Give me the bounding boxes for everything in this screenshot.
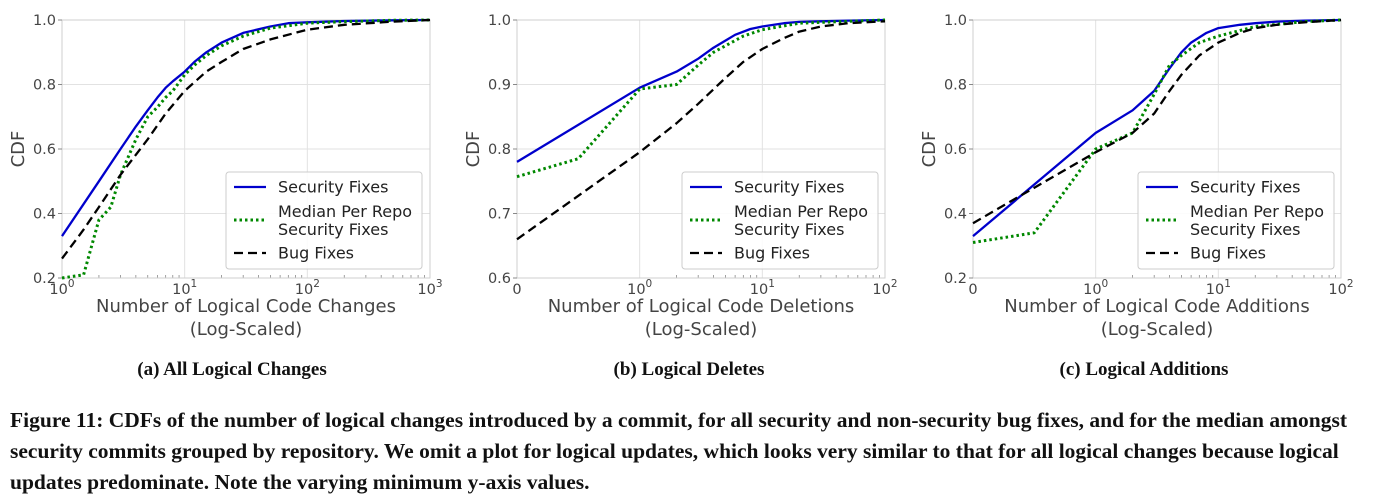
y-tick-label: 0.8: [488, 142, 511, 158]
subcaption: (a) All Logical Changes: [137, 359, 326, 380]
series-line-bug: [972, 18, 1342, 225]
legend-label-median-line2: Security Fixes: [278, 220, 388, 239]
x-tick-label: 101: [1206, 278, 1231, 298]
chart-panel-3: 0.2 0.4 0.6 0.8 1.0 0 100 101 102 Number of Logic…: [919, 13, 1354, 380]
chart-panel-2: 0.6 0.7 0.8 0.9 1.0 0 100 101 102 Number of Logic…: [463, 13, 898, 380]
x-tick-label: 102: [1328, 278, 1353, 298]
series-line-bug: [516, 20, 886, 241]
legend-box: [225, 171, 423, 270]
legend-box: [681, 171, 879, 270]
y-tick-label: 1.0: [944, 13, 967, 29]
series-line-median: [61, 18, 431, 280]
x-tick-label: 101: [172, 278, 197, 298]
legend-label-median-line2: Security Fixes: [1190, 220, 1300, 239]
legend-label-security: Security Fixes: [734, 178, 844, 197]
x-tick-label: 102: [872, 278, 897, 298]
x-tick-label: 0: [512, 282, 521, 298]
y-tick-label: 0.4: [944, 207, 967, 223]
figure-caption: Figure 11: CDFs of the number of logical…: [10, 408, 1347, 494]
legend-label-bug: Bug Fixes: [278, 244, 354, 263]
y-tick-label: 0.6: [944, 142, 967, 158]
y-tick-label: 0.6: [488, 271, 511, 287]
y-axis-label: CDF: [463, 131, 484, 168]
y-tick-label: 0.8: [944, 78, 967, 94]
series-line-median: [972, 18, 1342, 244]
y-tick-label: 0.4: [33, 207, 56, 223]
x-axis-label: Number of Logical Code Additions: [1004, 296, 1309, 317]
legend-label-security: Security Fixes: [1190, 178, 1300, 197]
legend-label-median-line2: Security Fixes: [734, 220, 844, 239]
x-axis-label: Number of Logical Code Changes: [96, 296, 396, 317]
legend-box: [1137, 171, 1335, 270]
y-tick-label: 0.9: [488, 78, 511, 94]
legend-label-median: Median Per Repo: [734, 202, 868, 221]
x-tick-label: 102: [295, 278, 320, 298]
x-tick-label: 100: [627, 278, 652, 298]
x-tick-label: 100: [49, 278, 74, 298]
y-axis-label: CDF: [919, 131, 940, 168]
y-tick-label: 1.0: [33, 13, 56, 29]
legend-label-median: Median Per Repo: [1190, 202, 1324, 221]
y-tick-label: 0.7: [488, 207, 511, 223]
legend-label-bug: Bug Fixes: [734, 244, 810, 263]
x-tick-label: 103: [417, 278, 442, 298]
legend-label-security: Security Fixes: [278, 178, 388, 197]
subcaption: (b) Logical Deletes: [614, 359, 765, 380]
y-tick-label: 0.2: [33, 271, 56, 287]
series-line-median: [516, 18, 886, 179]
series-line-security: [972, 18, 1342, 237]
x-axis-label-sub: (Log-Scaled): [190, 319, 303, 340]
series-line-bug: [61, 18, 431, 260]
legend-label-bug: Bug Fixes: [1190, 244, 1266, 263]
subcaption: (c) Logical Additions: [1060, 359, 1229, 380]
chart-panel-1: 0.2 0.4 0.6 0.8 1.0 100 101 102 103 Number of Log…: [8, 13, 443, 380]
x-axis-label: Number of Logical Code Deletions: [548, 296, 855, 317]
y-tick-label: 0.2: [944, 271, 967, 287]
x-tick-label: 100: [1083, 278, 1108, 298]
y-axis-label: CDF: [8, 131, 29, 168]
x-axis-label-sub: (Log-Scaled): [1101, 319, 1214, 340]
y-tick-label: 1.0: [488, 13, 511, 29]
x-tick-label: 0: [968, 282, 977, 298]
x-axis-label-sub: (Log-Scaled): [645, 319, 758, 340]
x-tick-label: 101: [750, 278, 775, 298]
legend-label-median: Median Per Repo: [278, 202, 412, 221]
y-tick-label: 0.6: [33, 142, 56, 158]
y-tick-label: 0.8: [33, 78, 56, 94]
